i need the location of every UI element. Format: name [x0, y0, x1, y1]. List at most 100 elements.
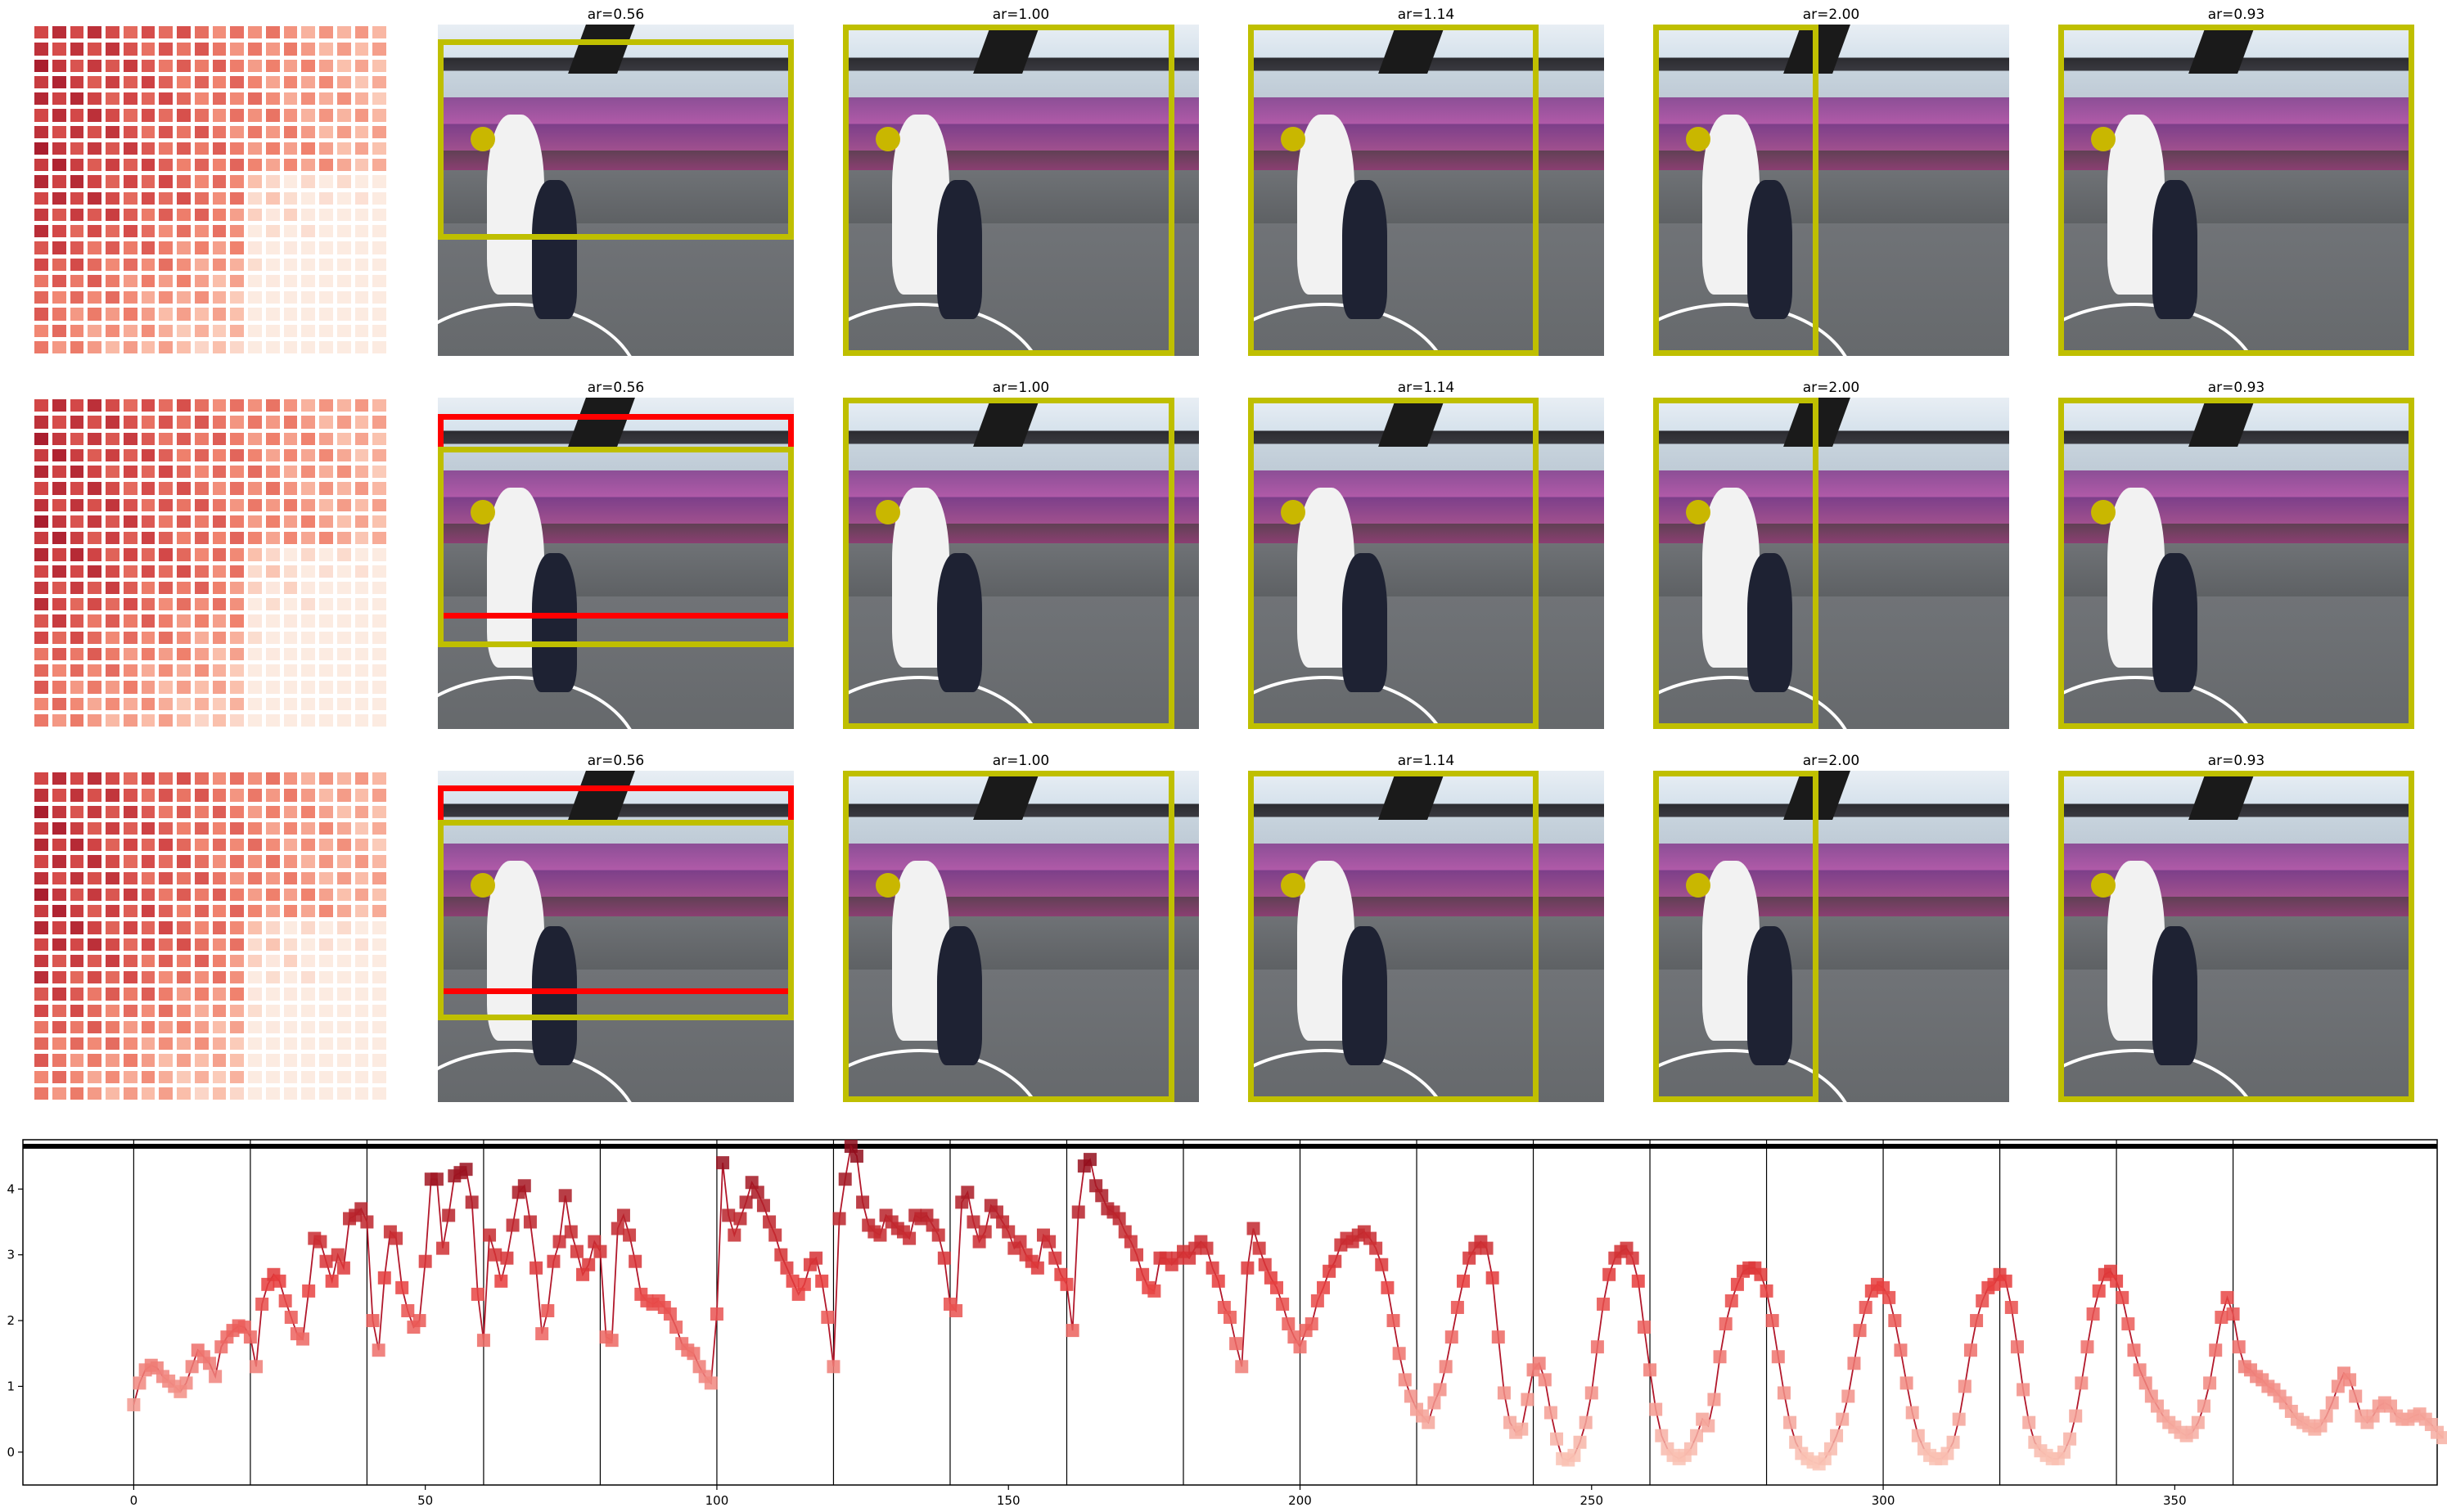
heatmap-cell: [159, 789, 173, 802]
data-point-marker: [2215, 1311, 2228, 1325]
heatmap-cell: [106, 291, 119, 304]
heatmap-cell: [372, 565, 386, 578]
heatmap-cell: [336, 789, 351, 802]
heatmap-cell: [265, 647, 280, 660]
heatmap-cell: [319, 399, 333, 412]
data-point-marker: [302, 1284, 316, 1298]
data-point-marker: [1999, 1274, 2012, 1288]
data-point-marker: [849, 1150, 863, 1163]
heatmap-cell: [106, 498, 119, 511]
heatmap-cell: [372, 681, 386, 694]
heatmap-cell: [70, 416, 84, 429]
heatmap-cell: [52, 191, 66, 205]
heatmap-cell: [123, 482, 137, 495]
data-point-marker: [2220, 1290, 2234, 1304]
heatmap-cell: [354, 631, 369, 644]
heatmap-cell: [230, 142, 244, 155]
heatmap-cell: [283, 225, 298, 238]
data-point-marker: [797, 1277, 811, 1291]
heatmap-cell: [34, 498, 48, 511]
y-tick-label: 2: [7, 1313, 15, 1328]
heatmap-cell: [123, 340, 137, 353]
heatmap-cell: [141, 225, 155, 238]
data-point-marker: [1789, 1435, 1803, 1449]
yellow-crop-box: [438, 39, 794, 240]
data-point-marker: [2080, 1340, 2094, 1354]
data-point-marker: [471, 1287, 484, 1301]
data-point-marker: [1480, 1241, 1494, 1255]
heatmap-cell: [52, 125, 66, 138]
data-point-marker: [687, 1347, 701, 1361]
heatmap-cell: [106, 59, 119, 72]
heatmap-cell: [283, 482, 298, 495]
data-point-marker: [1083, 1153, 1097, 1167]
heatmap-cell: [319, 59, 333, 72]
heatmap-cell: [301, 821, 315, 835]
y-tick-label: 0: [7, 1445, 15, 1460]
heatmap-cell: [230, 647, 244, 660]
data-point-marker: [1427, 1396, 1441, 1410]
heatmap-cell: [283, 274, 298, 287]
heatmap-cell: [123, 466, 137, 479]
heatmap-cell: [34, 548, 48, 561]
data-point-marker: [570, 1244, 584, 1258]
heatmap-cell: [265, 631, 280, 644]
heatmap-cell: [336, 548, 351, 561]
heatmap-cell: [265, 448, 280, 461]
data-point-marker: [331, 1248, 345, 1262]
heatmap-cell: [283, 125, 298, 138]
heatmap-cell: [336, 291, 351, 304]
y-tick-label: 4: [7, 1181, 15, 1196]
basketball-photo: [1653, 25, 2009, 356]
heatmap-cell: [141, 681, 155, 694]
heatmap-cell: [354, 598, 369, 611]
data-point-marker: [1392, 1347, 1406, 1361]
heatmap-cell: [354, 109, 369, 122]
heatmap-cell: [88, 125, 101, 138]
heatmap-cell: [52, 241, 66, 254]
heatmap-cell: [159, 125, 173, 138]
heatmap-cell: [52, 498, 66, 511]
yellow-crop-box: [1653, 25, 1818, 356]
data-point-marker: [669, 1321, 683, 1334]
data-point-marker: [1532, 1357, 1546, 1370]
data-point-marker: [1847, 1357, 1861, 1370]
heatmap-cell: [106, 241, 119, 254]
heatmap-cell: [70, 498, 84, 511]
target-point-marker: [876, 500, 900, 524]
player-dark-shape: [937, 180, 982, 319]
heatmap-cell: [354, 59, 369, 72]
heatmap-cell: [106, 43, 119, 56]
heatmap-cell: [301, 75, 315, 88]
heatmap-cell: [123, 291, 137, 304]
heatmap-cell: [248, 713, 262, 727]
heatmap-cell: [141, 26, 155, 39]
heatmap-cell: [319, 291, 333, 304]
heatmap-cell: [194, 92, 209, 106]
heatmap-cell: [265, 159, 280, 172]
heatmap-cell: [123, 681, 137, 694]
heatmap-cell: [372, 125, 386, 138]
heatmap-cell: [194, 532, 209, 545]
heatmap-cell: [34, 291, 48, 304]
heatmap-cell: [265, 291, 280, 304]
heatmap-cell: [248, 466, 262, 479]
heatmap-cell: [283, 565, 298, 578]
heatmap-cell: [336, 258, 351, 271]
heatmap-cell: [177, 789, 191, 802]
heatmap-cell: [283, 466, 298, 479]
data-point-marker: [2349, 1389, 2363, 1403]
basketball-photo: [2058, 398, 2414, 729]
data-point-marker: [296, 1332, 310, 1346]
heatmap-cell: [212, 340, 227, 353]
data-point-marker: [937, 1251, 951, 1265]
heatmap-cell: [283, 548, 298, 561]
heatmap-cell: [283, 399, 298, 412]
heatmap-cell: [34, 821, 48, 835]
heatmap-cell: [141, 581, 155, 594]
aspect-ratio-label: ar=0.56: [587, 380, 645, 396]
heatmap-cell: [88, 324, 101, 337]
heatmap-cell: [301, 789, 315, 802]
heatmap-cell: [159, 581, 173, 594]
data-point-marker: [1457, 1274, 1471, 1288]
